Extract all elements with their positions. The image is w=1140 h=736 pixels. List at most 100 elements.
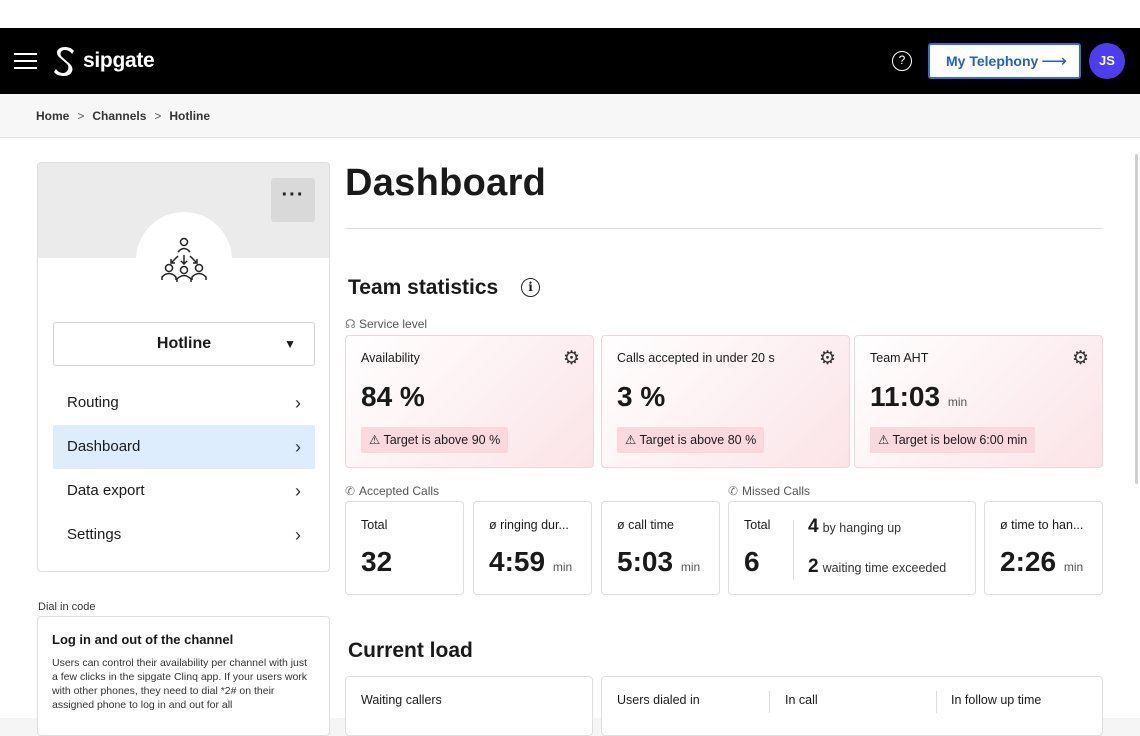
kpi-label: Availability: [361, 351, 420, 365]
kpi-value-number: 11:03: [870, 381, 941, 412]
missed-hangup: 4 by hanging up: [808, 516, 901, 538]
stat-value: 32: [361, 546, 393, 577]
channel-select[interactable]: Hotline ▼: [53, 322, 315, 366]
missed-hangup-label: by hanging up: [822, 521, 902, 535]
breadcrumb-home[interactable]: Home: [36, 109, 70, 123]
stat-value: 6: [744, 546, 760, 577]
breadcrumb: Home > Channels > Hotline: [36, 109, 210, 123]
stat-unit: min: [552, 560, 573, 574]
separator: [769, 691, 770, 713]
load-waiting-callers: Waiting callers: [345, 676, 593, 736]
service-level-label: ☊ Service level: [345, 317, 427, 331]
team-group-icon: [161, 237, 207, 282]
window-top: [0, 0, 1140, 28]
stat-value-number: 5:03: [617, 546, 674, 577]
gear-icon[interactable]: ⚙: [818, 348, 836, 369]
chevron-right-icon: ›: [295, 393, 301, 413]
breadcrumb-channels[interactable]: Channels: [92, 109, 147, 123]
kpi-calls-accepted-20s: Calls accepted in under 20 s ⚙ 3 % ⚠ Tar…: [601, 335, 850, 468]
stat-unit: min: [680, 560, 701, 574]
kpi-label: Calls accepted in under 20 s: [617, 351, 775, 365]
stat-ringing-duration: ø ringing dur... 4:59 min: [473, 501, 592, 595]
missed-exceeded: 2 waiting time exceeded: [808, 556, 946, 578]
kpi-label: Team AHT: [870, 351, 929, 365]
headset-icon: ☊: [345, 317, 356, 331]
missed-calls-text: Missed Calls: [742, 484, 811, 498]
warning-icon: ⚠: [878, 433, 890, 447]
kpi-value-number: 84 %: [361, 381, 425, 412]
divider: [345, 228, 1103, 229]
stat-label: ø ringing dur...: [489, 518, 569, 532]
load-label: In follow up time: [951, 693, 1042, 707]
breadcrumb-hotline: Hotline: [169, 109, 211, 123]
sidebar-item-label: Settings: [67, 526, 122, 543]
warning-icon: ⚠: [369, 433, 381, 447]
team-statistics-heading: Team statistics: [348, 276, 499, 299]
channel-avatar: [136, 212, 232, 308]
more-options-button[interactable]: ···: [271, 178, 315, 222]
current-load-heading: Current load: [348, 639, 473, 662]
sidebar-item-routing[interactable]: Routing ›: [53, 381, 315, 425]
phone-missed-icon: ✆: [728, 484, 739, 498]
separator: [936, 691, 937, 713]
accepted-calls-text: Accepted Calls: [359, 484, 440, 498]
load-label: Users dialed in: [617, 693, 700, 707]
page-title: Dashboard: [345, 162, 547, 204]
stat-label: ø time to han...: [1000, 518, 1084, 532]
sidebar-item-label: Data export: [67, 482, 145, 499]
my-telephony-label: My Telephony: [946, 53, 1039, 69]
kpi-warning: ⚠ Target is above 90 %: [361, 427, 509, 453]
gear-icon[interactable]: ⚙: [562, 348, 580, 369]
stat-time-to-hangup: ø time to han... 2:26 min: [984, 501, 1103, 595]
sidebar-item-settings[interactable]: Settings ›: [53, 513, 315, 557]
help-icon[interactable]: ?: [892, 51, 912, 71]
channel-name: Hotline: [156, 335, 212, 352]
kpi-warning-text: Target is above 80 %: [639, 433, 757, 447]
kpi-value: 11:03 min: [870, 381, 967, 413]
accepted-calls-label: ✆ Accepted Calls: [345, 484, 439, 498]
phone-incoming-icon: ✆: [345, 484, 356, 498]
scrollbar[interactable]: [1135, 154, 1138, 484]
brand-name[interactable]: sipgate: [83, 49, 155, 72]
kpi-value: 84 %: [361, 381, 425, 413]
sidebar-item-data-export[interactable]: Data export ›: [53, 469, 315, 513]
separator: [793, 520, 794, 580]
sidebar-item-label: Routing: [67, 394, 119, 411]
info-icon[interactable]: i: [521, 278, 540, 297]
stat-total-accepted: Total 32: [345, 501, 464, 595]
kpi-value: 3 %: [617, 381, 665, 413]
sipgate-logo-icon[interactable]: [53, 45, 76, 77]
sidebar-item-dashboard[interactable]: Dashboard ›: [53, 425, 315, 469]
load-label: In call: [785, 693, 818, 707]
sidebar-item-label: Dashboard: [67, 438, 141, 455]
missed-exceeded-label: waiting time exceeded: [822, 561, 947, 575]
breadcrumb-bar: Home > Channels > Hotline: [0, 94, 1140, 138]
stat-value-number: 4:59: [489, 546, 546, 577]
stat-value: 4:59 min: [489, 546, 572, 578]
load-users: Users dialed in In call In follow up tim…: [601, 676, 1103, 736]
user-avatar[interactable]: JS: [1089, 43, 1125, 79]
kpi-warning-text: Target is below 6:00 min: [892, 433, 1028, 447]
dial-card-text: Users can control their availability per…: [52, 657, 308, 711]
chevron-right-icon: >: [77, 109, 85, 123]
stat-call-time: ø call time 5:03 min: [601, 501, 720, 595]
stat-label: Total: [361, 518, 388, 532]
stat-value: 2:26 min: [1000, 546, 1083, 578]
kpi-warning: ⚠ Target is above 80 %: [617, 427, 765, 453]
dial-in-card: Log in and out of the channel Users can …: [37, 616, 330, 736]
missed-hangup-count: 4: [808, 516, 819, 537]
kpi-value-number: 3 %: [617, 381, 666, 412]
kpi-team-aht: Team AHT ⚙ 11:03 min ⚠ Target is below 6…: [854, 335, 1103, 468]
gear-icon[interactable]: ⚙: [1071, 348, 1089, 369]
caret-down-icon: ▼: [284, 337, 296, 351]
chevron-right-icon: >: [154, 109, 162, 123]
missed-exceeded-count: 2: [808, 556, 819, 577]
arrow-right-icon: ⟶: [1041, 51, 1067, 71]
my-telephony-button[interactable]: My Telephony ⟶: [928, 43, 1081, 79]
hamburger-menu-icon[interactable]: [14, 52, 37, 70]
chevron-right-icon: ›: [295, 437, 301, 457]
chevron-right-icon: ›: [295, 481, 301, 501]
stat-missed-calls: Total 6 4 by hanging up 2 waiting time exc…: [728, 501, 976, 595]
stat-label: ø call time: [617, 518, 674, 532]
channel-card: ··· Hotline ▼ Routing › Dashboard › Data…: [37, 162, 330, 572]
